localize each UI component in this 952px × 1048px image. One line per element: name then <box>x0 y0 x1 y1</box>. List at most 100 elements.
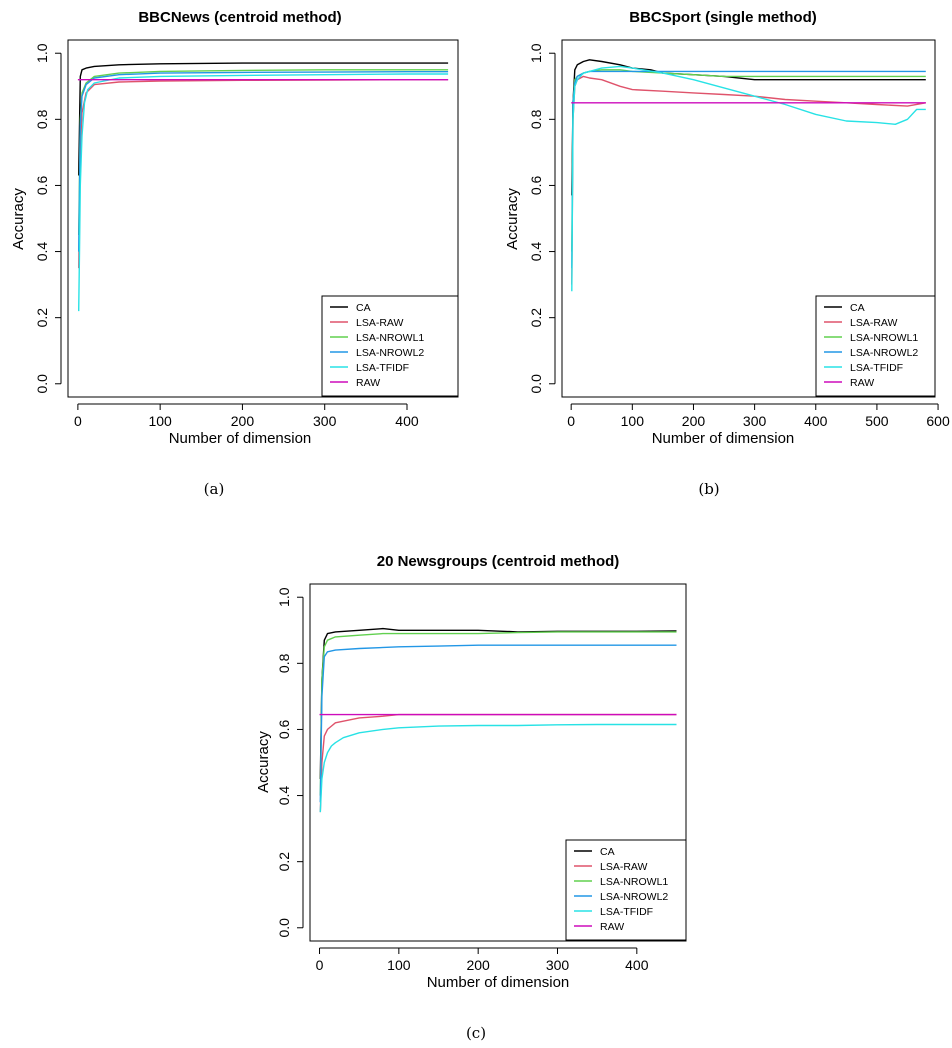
panel-a-legend-label: RAW <box>356 377 380 389</box>
panel-a-y-tick-label: 0.2 <box>34 308 50 328</box>
panel-b-legend-label: LSA-NROWL1 <box>850 332 918 344</box>
panel-a-x-axis: 0 100 200 300 400 <box>74 403 419 429</box>
panel-a-caption: (a) <box>204 480 225 498</box>
panel-b-title: BBCSport (single method) <box>629 9 817 26</box>
panel-c-x-label: Number of dimension <box>427 974 570 991</box>
panel-b-y-tick-label: 0.4 <box>528 242 544 262</box>
panel-c-legend-box <box>565 839 687 941</box>
panel-a-legend-label: LSA-NROWL1 <box>356 332 424 344</box>
panel-b-legend-label: RAW <box>850 377 874 389</box>
panel-a-series-group <box>77 62 449 312</box>
panel-c-series-lsa-nrowl2 <box>319 644 677 803</box>
panel-a-series-lsa-nrowl2 <box>78 70 449 252</box>
panel-b-legend-label: CA <box>850 302 865 314</box>
panel-b-x-tick-label: 200 <box>682 413 706 429</box>
panel-c-y-label: Accuracy <box>255 731 272 793</box>
panel-a-y-tick-label: 0.4 <box>34 242 50 262</box>
panel-b-y-tick-label: 0.8 <box>528 109 544 129</box>
panel-a-x-tick-label: 400 <box>395 413 419 429</box>
panel-a-y-tick-label: 1.0 <box>34 43 50 63</box>
panel-b-series-lsa-tfidf <box>571 65 926 292</box>
panel-a-legend: CA LSA-RAW LSA-NROWL1 LSA-NROWL2 LSA-TFIDF RA… <box>321 295 459 397</box>
panel-a-plot-frame <box>67 39 459 398</box>
panel-b-legend-label: LSA-NROWL2 <box>850 347 918 359</box>
panel-b-series-lsa-raw <box>571 75 926 285</box>
panel-c-legend-label: LSA-NROWL1 <box>600 876 668 888</box>
panel-a-series-ca <box>78 62 449 176</box>
panel-c-legend-label: CA <box>600 846 615 858</box>
panel-a-y-tick-label: 0.0 <box>34 374 50 394</box>
panel-b-x-tick-label: 600 <box>926 413 950 429</box>
panel-b-legend-label: LSA-RAW <box>850 317 898 329</box>
panel-b-x-axis: 0 100 200 300 400 500 600 <box>567 403 950 429</box>
panel-c-x-tick-label: 300 <box>546 957 570 973</box>
panel-b-legend-label: LSA-TFIDF <box>850 362 903 374</box>
panel-a-legend-label: CA <box>356 302 371 314</box>
panel-c-x-axis: 0 100 200 300 400 <box>316 947 649 973</box>
panel-b-x-tick-label: 300 <box>743 413 767 429</box>
panel-b-legend: CA LSA-RAW LSA-NROWL1 LSA-NROWL2 LSA-TFIDF RA… <box>815 295 936 397</box>
panel-c-series-ca <box>319 627 677 780</box>
panel-b-x-tick-label: 100 <box>621 413 645 429</box>
panel-b-plot-area <box>561 39 936 398</box>
panel-c-y-tick-label: 0.6 <box>276 720 292 740</box>
panel-a-series-lsa-raw <box>78 78 449 269</box>
panel-c-plot-frame <box>309 583 687 942</box>
panel-a-x-tick-label: 100 <box>148 413 172 429</box>
panel-c-legend: CA LSA-RAW LSA-NROWL1 LSA-NROWL2 LSA-TFIDF RA… <box>565 839 687 941</box>
panel-a: BBCNews (centroid method) 0 100 200 300 400 … <box>10 9 459 498</box>
panel-c-legend-label: LSA-NROWL2 <box>600 891 668 903</box>
panel-b-y-tick-label: 1.0 <box>528 43 544 63</box>
panel-b: BBCSport (single method) 0 100 200 300 400 50… <box>504 9 950 498</box>
panel-c-y-tick-label: 0.0 <box>276 918 292 938</box>
panel-b-plot-frame <box>561 39 936 398</box>
panel-a-legend-label: LSA-TFIDF <box>356 362 409 374</box>
panel-a-y-axis: 0.0 0.2 0.4 0.6 0.8 1.0 <box>34 43 62 394</box>
panel-c-plot-area <box>309 583 687 942</box>
panel-c-y-tick-label: 0.2 <box>276 852 292 872</box>
panel-a-legend-box <box>321 295 459 397</box>
panel-c-x-tick-label: 100 <box>387 957 411 973</box>
panel-c-y-tick-label: 0.4 <box>276 786 292 806</box>
panel-b-y-axis: 0.0 0.2 0.4 0.6 0.8 1.0 <box>528 43 556 394</box>
panel-a-x-tick-label: 0 <box>74 413 82 429</box>
panel-c-x-tick-label: 200 <box>466 957 490 973</box>
panel-a-legend-label: LSA-RAW <box>356 317 404 329</box>
panel-a-x-tick-label: 300 <box>313 413 337 429</box>
panel-c-series-lsa-tfidf <box>319 723 677 813</box>
panel-b-x-tick-label: 0 <box>567 413 575 429</box>
panel-b-series-ca <box>571 59 926 196</box>
panel-b-x-label: Number of dimension <box>652 430 795 447</box>
panel-a-y-label: Accuracy <box>10 188 27 250</box>
panel-c-x-tick-label: 0 <box>316 957 324 973</box>
panel-a-y-tick-label: 0.8 <box>34 109 50 129</box>
panel-b-y-tick-label: 0.0 <box>528 374 544 394</box>
panel-b-series-lsa-nrowl2 <box>571 70 926 269</box>
panel-a-series-lsa-tfidf <box>78 73 449 312</box>
panel-c-series-group <box>319 627 677 813</box>
panel-c-y-tick-label: 1.0 <box>276 587 292 607</box>
panel-c-caption: (c) <box>466 1024 486 1042</box>
panel-a-x-tick-label: 200 <box>231 413 255 429</box>
panel-c-series-lsa-raw <box>319 713 677 813</box>
panel-c-title: 20 Newsgroups (centroid method) <box>377 553 620 570</box>
panel-b-x-tick-label: 500 <box>865 413 889 429</box>
panel-a-y-tick-label: 0.6 <box>34 176 50 196</box>
panel-c-series-lsa-nrowl1 <box>319 631 677 796</box>
panel-c-y-tick-label: 0.8 <box>276 653 292 673</box>
panel-c-x-tick-label: 400 <box>625 957 649 973</box>
panel-a-legend-label: LSA-NROWL2 <box>356 347 424 359</box>
panel-b-series-group <box>571 59 926 292</box>
panel-c-legend-label: RAW <box>600 921 624 933</box>
panel-a-title: BBCNews (centroid method) <box>138 9 341 26</box>
panel-a-series-lsa-nrowl1 <box>78 69 449 236</box>
panel-b-y-label: Accuracy <box>504 188 521 250</box>
panel-b-caption: (b) <box>698 480 719 498</box>
panel-c: 20 Newsgroups (centroid method) 0 100 200 3… <box>255 553 687 1042</box>
panel-a-x-label: Number of dimension <box>169 430 312 447</box>
panel-c-legend-label: LSA-RAW <box>600 861 648 873</box>
panel-b-legend-box <box>815 295 936 397</box>
panel-b-x-tick-label: 400 <box>804 413 828 429</box>
panel-c-legend-label: LSA-TFIDF <box>600 906 653 918</box>
